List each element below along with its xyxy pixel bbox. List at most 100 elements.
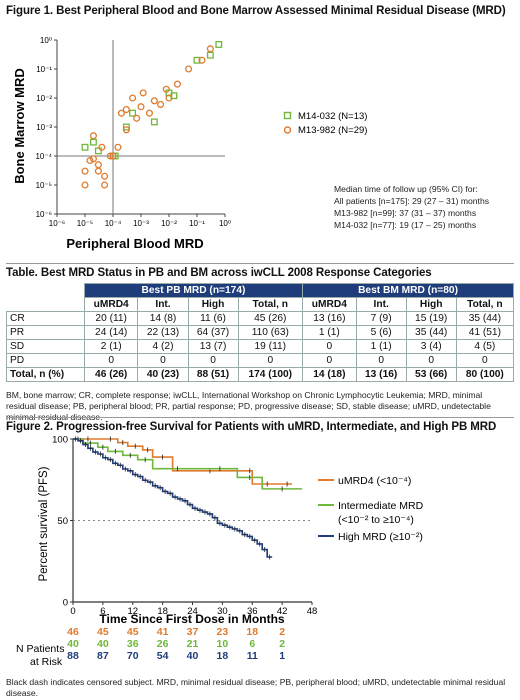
scatter-point-m14-032 [122, 123, 130, 131]
group-bm: Best BM MRD (n=80) [302, 283, 514, 298]
scatter-point-m13-982 [81, 167, 89, 175]
scatter-point-m14-032 [89, 138, 97, 146]
x-tick-label: 0 [70, 606, 75, 617]
at-risk-count: 36 [127, 638, 139, 650]
x-axis-label: Time Since First Dose in Months [99, 612, 284, 626]
x-tick-label: 10⁻¹ [189, 219, 205, 228]
scatter-point-m13-982 [94, 161, 102, 169]
at-risk-count: 88 [67, 650, 79, 662]
legend-label-m14-032: M14-032 (N=13) [298, 111, 367, 122]
table-cell: 53 (66) [405, 367, 457, 382]
table-cell: 40 (23) [137, 367, 189, 382]
scatter-point-m13-982 [145, 109, 153, 117]
scatter-point-m14-032 [193, 56, 201, 64]
legend-label-intermediate-range: (<10⁻² to ≥10⁻⁴) [338, 514, 414, 526]
median-line-all: All patients [n=175]: 29 (27 – 31) month… [334, 196, 490, 206]
table-cell: 0 [455, 353, 515, 368]
divider [6, 417, 514, 418]
x-tick-label: 6 [100, 606, 105, 617]
table-cell: 45 (26) [237, 311, 304, 326]
scatter-point-m13-982 [137, 103, 145, 111]
scatter-point-m13-982 [165, 94, 173, 102]
figure2-footnote: Black dash indicates censored subject. M… [6, 677, 506, 698]
at-risk-count: 87 [97, 650, 109, 662]
legend-label-high: High MRD (≥10⁻²) [338, 531, 423, 543]
table-cell: 1 (1) [355, 339, 407, 354]
table-cell: 0 [83, 353, 139, 368]
scatter-point-m13-982 [173, 80, 181, 88]
table-cell: 13 (16) [355, 367, 407, 382]
y-axis-label: Bone Marrow MRD [12, 68, 27, 184]
scatter-point-m13-982 [89, 132, 97, 140]
blank-cell [6, 297, 85, 312]
legend-label-m13-982: M13-982 (N=29) [298, 125, 367, 136]
scatter-point-m13-982 [117, 109, 125, 117]
legend-circle-marker [283, 126, 292, 134]
col-header: Total, n [455, 297, 515, 312]
col-header: Int. [355, 297, 407, 312]
x-tick-label: 10⁻³ [133, 219, 149, 228]
table-subheader: uMRD4 Int. High Total, n uMRD4 Int. High… [6, 297, 515, 312]
x-tick-label: 24 [187, 606, 198, 617]
table-cell: 0 [137, 353, 189, 368]
table-row: PD 0 0 0 0 0 0 0 0 [6, 353, 515, 368]
y-tick-label: 10⁻² [36, 94, 52, 103]
col-header: High [405, 297, 457, 312]
x-axis-label: Peripheral Blood MRD [66, 236, 203, 251]
scatter-point-m13-982 [89, 155, 97, 163]
scatter-point-m13-982 [81, 181, 89, 189]
median-follow-up: Median time of follow up (95% CI) for: A… [334, 183, 489, 231]
table-cell: 0 [405, 353, 457, 368]
col-header: Int. [137, 297, 189, 312]
table-cell: 0 [302, 339, 357, 354]
x-tick-label: 12 [127, 606, 138, 617]
scatter-point-m13-982 [122, 126, 130, 134]
table-footnote: BM, bone marrow; CR, complete response; … [6, 390, 491, 422]
median-line-m14: M14-032 [n=77]: 19 (17 – 25) months [334, 220, 477, 230]
x-tick-label: 10⁰ [219, 219, 231, 228]
mrd-scatter-plot: 10⁻⁶ 10⁻⁵ 10⁻⁴ 10⁻³ 10⁻² 10⁻¹ 10⁰ 10⁰ 10⁻¹ 10⁻² 10… [12, 36, 367, 251]
scatter-point-m13-982 [101, 172, 109, 180]
scatter-point-m13-982 [206, 45, 214, 53]
table-cell: 88 (51) [187, 367, 239, 382]
scatter-point-m14-032 [150, 118, 158, 126]
y-tick-label: 100 [52, 435, 68, 446]
y-axis-label: Percent survival (PFS) [38, 466, 50, 581]
km-curve-intermediate [73, 438, 303, 490]
table-cell: 2 (1) [83, 339, 139, 354]
scatter-point-m13-982 [94, 167, 102, 175]
scatter-point-m13-982 [185, 65, 193, 73]
mrd-status-table: Best PB MRD (n=174) Best BM MRD (n=80) u… [6, 283, 515, 382]
at-risk-count: 18 [246, 626, 258, 638]
table-cell: 14 (8) [137, 311, 189, 326]
table-cell: 3 (4) [405, 339, 457, 354]
x-tick-label: 10⁻² [161, 219, 177, 228]
at-risk-count: 37 [187, 626, 199, 638]
at-risk-count: 46 [67, 626, 79, 638]
x-tick-label: 10⁻⁴ [105, 219, 122, 228]
scatter-point-m13-982 [86, 156, 94, 165]
table-cell: 1 (1) [302, 325, 357, 340]
scatter-point-m13-982 [122, 105, 130, 114]
x-tick-label: 36 [247, 606, 258, 617]
table-cell: 4 (5) [455, 339, 515, 354]
col-header: uMRD4 [302, 297, 357, 312]
table-cell: 80 (100) [455, 367, 515, 382]
row-label: PD [6, 353, 85, 368]
median-line-m13: M13-982 [n=99]: 37 (31 – 37) months [334, 208, 477, 218]
scatter-point-m13-982 [114, 143, 122, 151]
at-risk-count: 1 [279, 650, 285, 662]
col-header: Total, n [237, 297, 304, 312]
at-risk-count: 23 [217, 626, 229, 638]
table-cell: 13 (16) [302, 311, 357, 326]
km-curve-umrd4 [73, 438, 293, 485]
row-label: PR [6, 325, 85, 340]
km-curve-high [73, 438, 273, 558]
at-risk-count: 10 [217, 638, 229, 650]
x-tick-label: 30 [217, 606, 228, 617]
scatter-point-m14-032 [129, 109, 137, 117]
legend-label-umrd4: uMRD4 (<10⁻⁴) [338, 475, 411, 487]
table-cell: 0 [302, 353, 357, 368]
at-risk-count: 2 [279, 626, 285, 638]
